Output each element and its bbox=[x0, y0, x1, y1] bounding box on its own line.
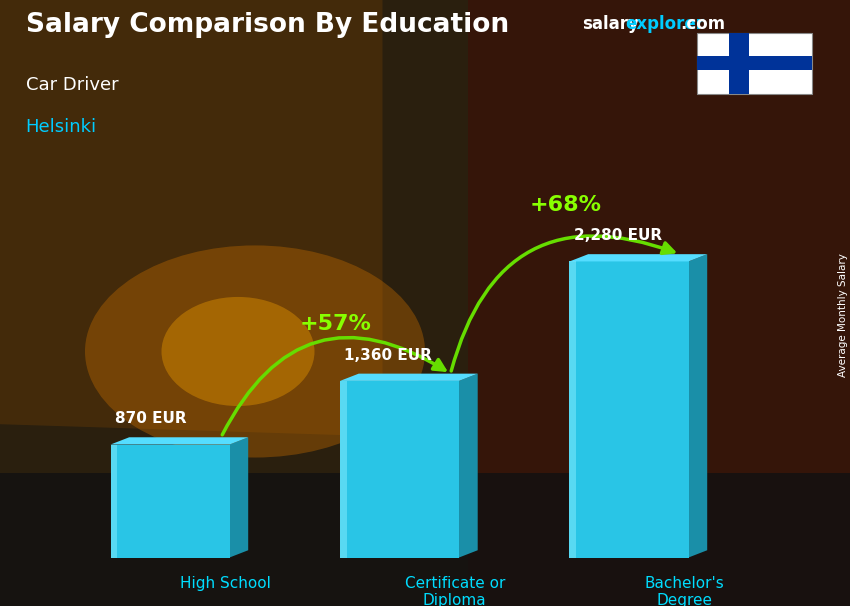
Polygon shape bbox=[570, 261, 576, 558]
Polygon shape bbox=[729, 33, 749, 94]
Text: Salary Comparison By Education: Salary Comparison By Education bbox=[26, 12, 508, 38]
Polygon shape bbox=[459, 374, 478, 558]
Polygon shape bbox=[340, 374, 478, 381]
Polygon shape bbox=[110, 445, 117, 558]
Polygon shape bbox=[570, 254, 707, 261]
Text: High School: High School bbox=[180, 576, 270, 591]
FancyBboxPatch shape bbox=[697, 33, 812, 94]
Polygon shape bbox=[110, 445, 230, 558]
Text: 2,280 EUR: 2,280 EUR bbox=[574, 228, 662, 243]
Polygon shape bbox=[0, 0, 382, 436]
Text: Car Driver: Car Driver bbox=[26, 76, 118, 94]
Polygon shape bbox=[468, 0, 850, 606]
Polygon shape bbox=[0, 473, 850, 606]
Polygon shape bbox=[110, 438, 248, 445]
Ellipse shape bbox=[162, 297, 314, 406]
Polygon shape bbox=[340, 381, 347, 558]
Polygon shape bbox=[688, 254, 707, 558]
Text: salary: salary bbox=[582, 15, 639, 33]
Ellipse shape bbox=[85, 245, 425, 458]
Polygon shape bbox=[697, 56, 812, 70]
Polygon shape bbox=[340, 381, 459, 558]
Text: Average Monthly Salary: Average Monthly Salary bbox=[838, 253, 848, 377]
Text: .com: .com bbox=[680, 15, 725, 33]
Text: 870 EUR: 870 EUR bbox=[115, 411, 186, 427]
Text: Bachelor's
Degree: Bachelor's Degree bbox=[644, 576, 724, 606]
Text: explorer: explorer bbox=[625, 15, 704, 33]
Text: Helsinki: Helsinki bbox=[26, 118, 97, 136]
Polygon shape bbox=[230, 438, 248, 558]
Polygon shape bbox=[570, 261, 688, 558]
Text: +68%: +68% bbox=[530, 195, 601, 215]
Text: 1,360 EUR: 1,360 EUR bbox=[344, 348, 432, 363]
Text: Certificate or
Diploma: Certificate or Diploma bbox=[405, 576, 505, 606]
Text: +57%: +57% bbox=[300, 314, 371, 334]
